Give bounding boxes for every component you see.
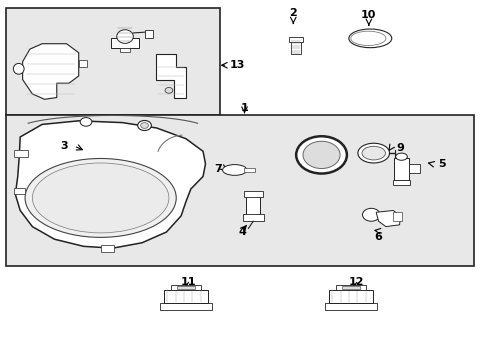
Ellipse shape — [348, 29, 391, 48]
Text: 7: 7 — [213, 164, 221, 174]
Text: 8: 8 — [301, 148, 309, 158]
Bar — [14, 188, 25, 194]
Bar — [244, 168, 255, 172]
Ellipse shape — [395, 153, 407, 160]
Bar — [101, 245, 114, 252]
Text: 2: 2 — [289, 8, 297, 18]
Bar — [393, 158, 408, 180]
Text: 13: 13 — [229, 60, 245, 70]
Circle shape — [296, 136, 346, 174]
Bar — [79, 60, 87, 67]
Circle shape — [141, 123, 148, 129]
Circle shape — [164, 87, 172, 93]
Polygon shape — [15, 121, 205, 248]
Ellipse shape — [25, 158, 176, 237]
Bar — [392, 212, 401, 221]
Bar — [288, 37, 302, 41]
Bar — [120, 48, 130, 52]
Bar — [160, 303, 211, 310]
Circle shape — [80, 118, 92, 126]
Ellipse shape — [361, 146, 385, 160]
Text: 4: 4 — [238, 227, 245, 237]
Text: 9: 9 — [396, 143, 404, 153]
Text: 5: 5 — [437, 159, 445, 169]
Bar — [341, 286, 359, 289]
Bar — [163, 289, 208, 303]
Bar — [111, 39, 139, 48]
Text: 11: 11 — [180, 277, 196, 287]
Ellipse shape — [357, 143, 389, 163]
Polygon shape — [156, 54, 185, 98]
Ellipse shape — [13, 63, 24, 74]
Circle shape — [303, 141, 339, 168]
Bar — [408, 164, 419, 173]
Bar — [242, 214, 264, 221]
Ellipse shape — [222, 165, 246, 175]
Polygon shape — [22, 44, 79, 99]
Bar — [392, 180, 409, 185]
Circle shape — [362, 208, 379, 221]
Bar — [290, 41, 300, 54]
Polygon shape — [375, 211, 400, 226]
Text: 3: 3 — [60, 141, 68, 151]
Text: 6: 6 — [374, 232, 382, 242]
Text: 12: 12 — [348, 277, 364, 287]
Circle shape — [138, 121, 151, 131]
Bar — [14, 149, 28, 157]
Bar — [328, 289, 372, 303]
Bar — [171, 285, 201, 289]
Bar — [324, 303, 376, 310]
Bar — [144, 31, 153, 39]
Ellipse shape — [117, 30, 133, 43]
Bar — [176, 286, 195, 289]
Bar — [335, 285, 365, 289]
Bar — [5, 116, 473, 266]
Text: 10: 10 — [361, 10, 376, 20]
Text: 1: 1 — [240, 103, 248, 113]
Bar — [243, 192, 263, 197]
Ellipse shape — [32, 163, 168, 233]
Bar — [5, 8, 220, 116]
Bar — [246, 195, 260, 215]
